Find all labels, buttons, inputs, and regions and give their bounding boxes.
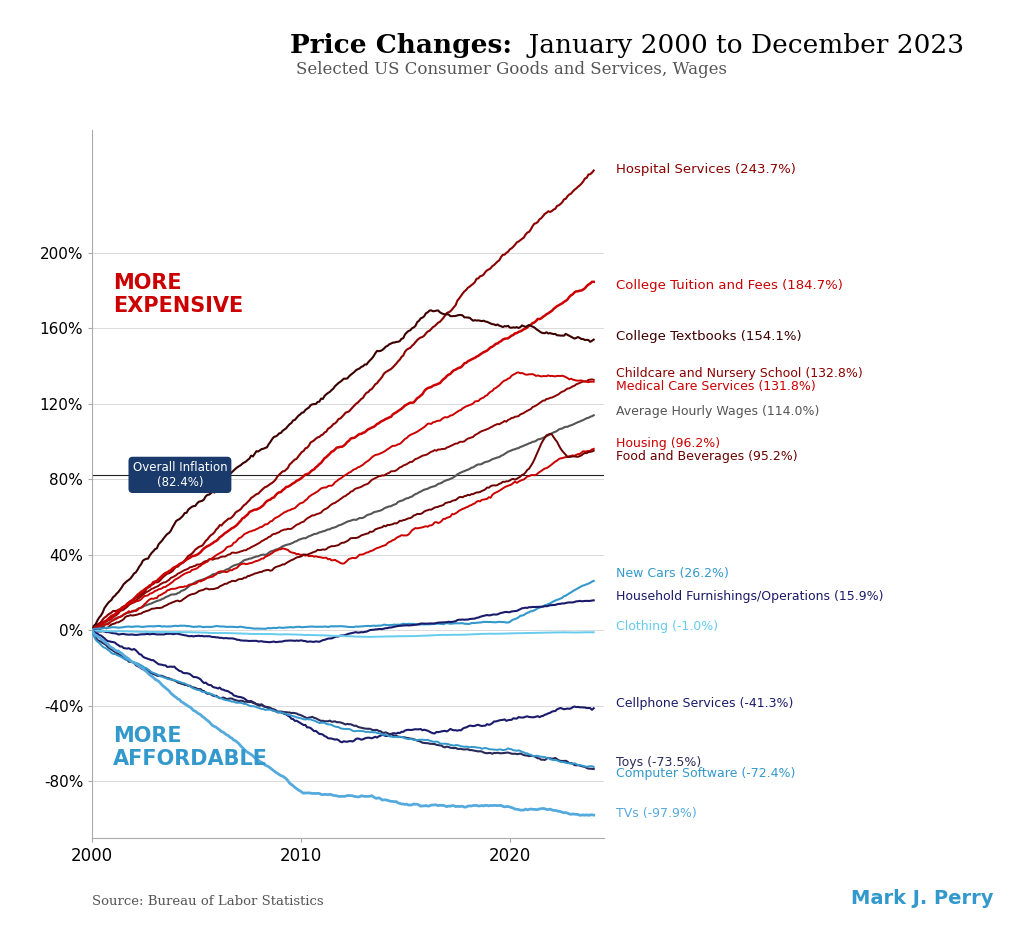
Text: January 2000 to December 2023: January 2000 to December 2023 — [512, 33, 965, 58]
Text: Overall Inflation
(82.4%): Overall Inflation (82.4%) — [133, 461, 227, 489]
Text: New Cars (26.2%): New Cars (26.2%) — [616, 567, 729, 580]
Text: Housing (96.2%): Housing (96.2%) — [616, 437, 721, 450]
Text: Medical Care Services (131.8%): Medical Care Services (131.8%) — [616, 381, 816, 394]
Text: Average Hourly Wages (114.0%): Average Hourly Wages (114.0%) — [616, 405, 820, 418]
Text: MORE
AFFORDABLE: MORE AFFORDABLE — [113, 726, 268, 769]
Text: Clothing (-1.0%): Clothing (-1.0%) — [616, 620, 719, 633]
Text: Selected US Consumer Goods and Services, Wages: Selected US Consumer Goods and Services,… — [297, 61, 727, 77]
Text: Mark J. Perry: Mark J. Perry — [851, 889, 993, 908]
Text: Childcare and Nursery School (132.8%): Childcare and Nursery School (132.8%) — [616, 367, 863, 380]
Text: Source: Bureau of Labor Statistics: Source: Bureau of Labor Statistics — [92, 895, 324, 908]
Text: TVs (-97.9%): TVs (-97.9%) — [616, 807, 697, 820]
Text: Household Furnishings/Operations (15.9%): Household Furnishings/Operations (15.9%) — [616, 590, 884, 603]
Text: Computer Software (-72.4%): Computer Software (-72.4%) — [616, 767, 796, 780]
Text: Hospital Services (243.7%): Hospital Services (243.7%) — [616, 164, 797, 177]
Text: Food and Beverages (95.2%): Food and Beverages (95.2%) — [616, 451, 798, 464]
Text: College Textbooks (154.1%): College Textbooks (154.1%) — [616, 330, 802, 343]
Text: College Tuition and Fees (184.7%): College Tuition and Fees (184.7%) — [616, 278, 844, 291]
Text: Toys (-73.5%): Toys (-73.5%) — [616, 756, 701, 769]
Text: Cellphone Services (-41.3%): Cellphone Services (-41.3%) — [616, 697, 794, 710]
Text: Price Changes:: Price Changes: — [290, 33, 512, 58]
Text: MORE
EXPENSIVE: MORE EXPENSIVE — [113, 273, 244, 317]
